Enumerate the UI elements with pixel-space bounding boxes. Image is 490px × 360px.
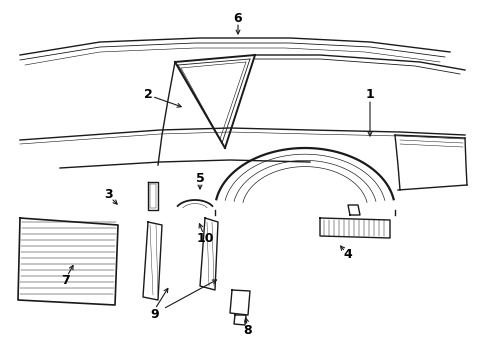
Text: 4: 4: [343, 248, 352, 261]
Text: 6: 6: [234, 12, 243, 24]
Text: 3: 3: [104, 189, 112, 202]
Text: 9: 9: [151, 309, 159, 321]
Text: 1: 1: [366, 89, 374, 102]
Text: 8: 8: [244, 324, 252, 337]
Text: 7: 7: [61, 274, 70, 287]
Text: 10: 10: [196, 231, 214, 244]
Text: 2: 2: [144, 89, 152, 102]
Text: 5: 5: [196, 171, 204, 184]
